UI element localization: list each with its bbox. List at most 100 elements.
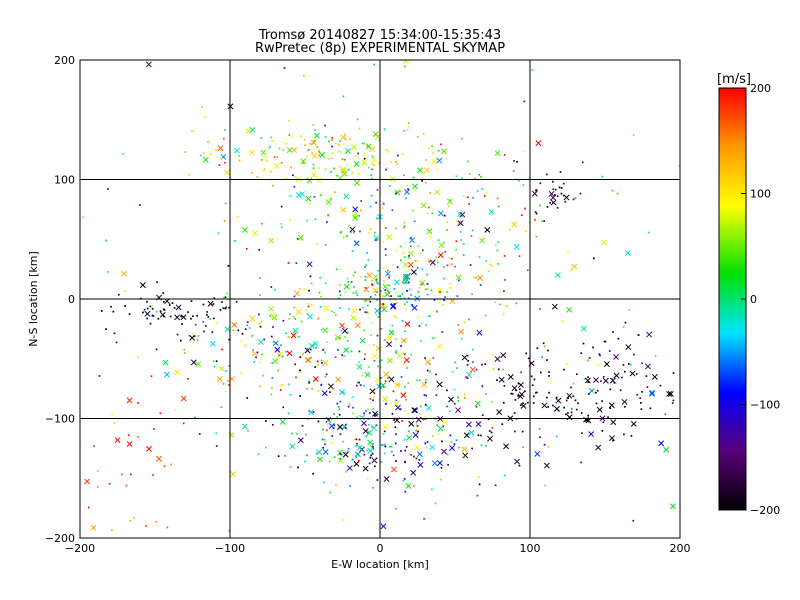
data-point [338,143,340,146]
data-point-cross [216,375,223,382]
data-point-cross [644,363,651,370]
data-point [384,248,387,251]
data-point [169,315,172,318]
data-point [204,324,207,327]
data-point [648,231,650,234]
data-point [376,413,379,415]
data-point [548,375,550,377]
data-point [408,430,410,432]
data-point [265,446,267,449]
data-point-cross [323,305,329,311]
data-point [272,341,275,344]
data-point [325,429,328,432]
data-point [375,457,378,460]
data-point [339,307,341,309]
data-point-cross [322,327,329,334]
data-point [301,425,304,427]
data-point [466,196,469,199]
data-point [396,163,399,165]
data-point [441,440,443,443]
data-point [554,194,556,196]
data-point [527,357,530,360]
data-point-cross [353,160,360,167]
data-point [342,519,344,521]
data-point [478,173,481,176]
data-point [601,400,603,402]
data-point [407,281,410,284]
data-point-cross [372,410,378,417]
data-point [390,445,393,448]
data-point [356,381,359,384]
data-point [417,290,420,293]
data-point [362,142,364,145]
data-point [261,222,263,225]
data-point [368,231,371,234]
data-point [425,324,428,327]
data-point-cross [343,193,350,200]
y-tick-label: −100 [45,413,75,426]
data-point-cross [436,287,443,294]
data-point [512,170,515,172]
data-point-cross [406,434,413,441]
data-point [183,348,186,351]
data-point [471,293,473,296]
data-point [302,352,304,355]
data-point [423,394,426,396]
data-point [576,373,578,376]
data-point [339,433,342,436]
data-point [453,388,456,391]
data-point [404,410,407,412]
data-point [262,374,264,377]
data-point-cross [438,242,445,249]
data-point [355,438,358,441]
data-point-cross [500,352,507,359]
data-point [293,306,296,309]
data-point [522,446,525,448]
data-point [622,325,625,328]
data-point-cross [349,226,356,233]
data-point [372,408,375,410]
data-point [261,353,263,356]
data-point-cross [449,445,455,452]
data-point [193,335,196,337]
data-point [532,402,535,404]
data-point [641,362,643,365]
data-point [444,250,447,253]
data-point [467,359,470,362]
data-point-cross [346,465,353,471]
data-point [395,399,398,402]
data-point [487,270,490,273]
data-point [299,438,302,441]
data-point-cross [352,214,359,221]
data-point-cross [625,344,632,351]
data-point [259,361,261,364]
data-point [385,149,388,151]
grid-lines [80,60,680,538]
data-point [597,364,600,367]
data-point-cross [121,270,128,277]
data-point [530,375,533,378]
data-point [358,350,361,353]
data-point [522,150,525,153]
data-point-cross [580,325,587,332]
data-point [289,313,291,316]
data-point [412,484,415,487]
data-point-cross [436,381,443,388]
data-point [383,280,385,282]
data-point [556,207,559,209]
data-point-cross [396,352,403,359]
data-point [592,346,594,349]
data-point [307,305,310,308]
data-point [348,403,351,406]
data-point-cross [367,439,374,446]
data-point [403,297,406,299]
data-point-cross [209,340,216,347]
data-point [567,411,569,414]
x-axis-ticks: −200 −100 0 100 200 [65,542,691,555]
data-point [474,177,477,180]
data-point [196,314,199,317]
data-point [190,317,192,320]
data-point [580,461,582,464]
data-point [309,142,312,145]
data-point [306,219,309,222]
